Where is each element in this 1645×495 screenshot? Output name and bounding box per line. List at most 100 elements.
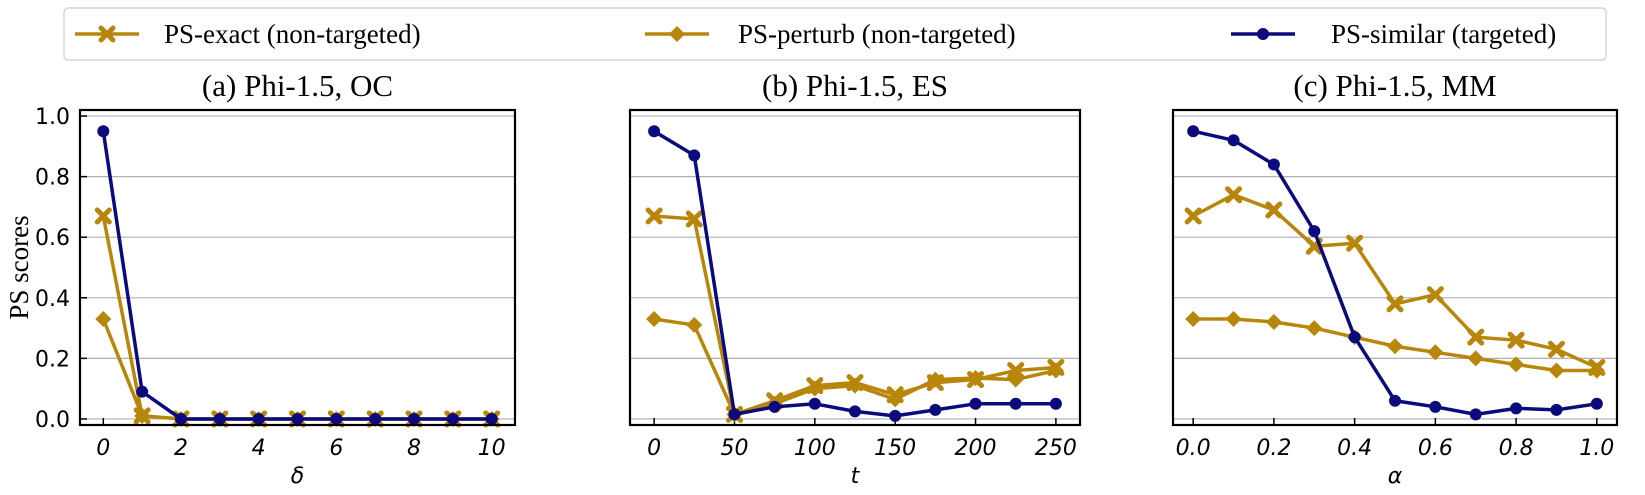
data-point — [485, 412, 498, 425]
legend-frame — [63, 7, 1607, 61]
x-tick-label: 0 — [96, 436, 110, 461]
y-tick-label: 0.0 — [35, 408, 70, 433]
x-tick-label: 4 — [252, 436, 266, 461]
data-point — [1508, 356, 1525, 373]
legend-label-ps-perturb: PS-perturb (non-targeted) — [738, 19, 1016, 49]
data-point — [1185, 310, 1202, 327]
y-tick-label: 0.2 — [35, 347, 70, 372]
data-point — [213, 412, 226, 425]
y-tick-label: 1.0 — [35, 105, 70, 130]
data-point — [646, 310, 663, 327]
legend-entry-ps-similar: PS-similar (targeted) — [1231, 19, 1556, 49]
x-tick-label: 2 — [174, 436, 188, 461]
data-point — [1548, 362, 1565, 379]
axes-frame — [1171, 108, 1619, 427]
data-point — [889, 409, 902, 422]
y-tick-label: 0.8 — [35, 166, 70, 191]
data-point — [1007, 361, 1025, 379]
legend-entry-ps-exact: PS-exact (non-targeted) — [75, 19, 421, 49]
x-tick-label: 8 — [407, 436, 421, 461]
data-point — [1427, 344, 1444, 361]
data-point — [728, 408, 741, 421]
data-point — [1265, 201, 1283, 219]
x-tick-label: 1.0 — [1579, 436, 1614, 461]
data-point — [1346, 234, 1364, 252]
x-tick-label: 6 — [329, 436, 343, 461]
panel-title: (a) Phi-1.5, OC — [202, 68, 393, 103]
data-point — [1267, 158, 1280, 171]
data-point — [1510, 402, 1523, 415]
data-point — [1184, 207, 1202, 225]
axes-frame — [628, 108, 1082, 427]
data-point — [97, 125, 110, 138]
data-point — [1590, 397, 1603, 410]
x-axis-label: δ — [291, 464, 304, 489]
legend-entry-ps-perturb: PS-perturb (non-targeted) — [645, 19, 1016, 49]
data-point — [174, 412, 187, 425]
data-point — [1308, 225, 1321, 238]
x-axis-label: t — [851, 464, 861, 489]
data-point — [95, 310, 112, 327]
data-point — [1550, 403, 1563, 416]
data-point — [1588, 358, 1606, 376]
data-point — [136, 385, 149, 398]
series-line-x-cross — [101, 215, 492, 421]
series-line-diamond — [653, 317, 1057, 417]
data-point — [252, 412, 265, 425]
x-tick-label: 250 — [1035, 436, 1077, 461]
x-tick-label: 0.4 — [1337, 436, 1372, 461]
data-point — [768, 400, 781, 413]
x-tick-label: 0 — [647, 436, 661, 461]
y-tick-label: 0.6 — [35, 226, 70, 251]
data-point — [1467, 350, 1484, 367]
data-point — [94, 207, 112, 225]
data-point — [846, 374, 864, 392]
data-point — [1225, 310, 1242, 327]
data-point — [886, 386, 904, 404]
data-point — [808, 397, 821, 410]
legend-marker-ps-similar — [1257, 28, 1269, 40]
x-axis-label: α — [1388, 464, 1403, 489]
data-point — [1386, 295, 1404, 313]
y-axis-label: PS scores — [4, 215, 34, 319]
x-tick-label: 50 — [720, 436, 748, 461]
data-point — [929, 403, 942, 416]
series-line-circle — [1192, 129, 1598, 417]
x-tick-label: 0.8 — [1499, 436, 1534, 461]
data-point — [1507, 331, 1525, 349]
data-point — [849, 405, 861, 418]
panel-title: (c) Phi-1.5, MM — [1293, 68, 1496, 103]
data-point — [1469, 408, 1482, 421]
x-tick-label: 0.2 — [1256, 436, 1291, 461]
panel-b-es: (b) Phi-1.5, ES 0 50 100 150 200 250 t — [628, 68, 1082, 489]
data-point — [1467, 328, 1485, 346]
data-point — [648, 125, 661, 138]
panel-title: (b) Phi-1.5, ES — [762, 68, 948, 103]
legend-marker-ps-exact — [98, 25, 116, 43]
data-point — [969, 397, 982, 410]
x-tick-label: 100 — [794, 436, 836, 461]
data-point — [1047, 358, 1065, 376]
legend: PS-exact (non-targeted) PS-perturb (non-… — [63, 7, 1607, 61]
data-point — [133, 407, 151, 425]
data-point — [1348, 331, 1361, 344]
data-point — [291, 412, 304, 425]
data-point — [1429, 400, 1442, 413]
x-tick-label: 200 — [955, 436, 997, 461]
data-point — [967, 371, 985, 389]
x-tick-label: 150 — [874, 436, 916, 461]
series-line-circle — [101, 130, 492, 421]
data-point — [688, 149, 701, 162]
data-point — [1387, 338, 1403, 355]
data-point — [1227, 134, 1240, 147]
data-point — [1389, 394, 1401, 407]
data-point — [1265, 314, 1282, 331]
y-tick-label: 0.4 — [35, 287, 70, 312]
legend-label-ps-similar: PS-similar (targeted) — [1331, 19, 1556, 49]
data-point — [1225, 186, 1243, 204]
data-point — [1426, 286, 1444, 304]
data-point — [408, 412, 421, 425]
panel-a-oc: (a) Phi-1.5, OC 0.0 0.2 0.4 0.6 0.8 1.0 0 2 4 6 8 10… — [4, 68, 517, 489]
data-point — [1547, 340, 1565, 358]
x-tick-label: 0.6 — [1418, 436, 1453, 461]
